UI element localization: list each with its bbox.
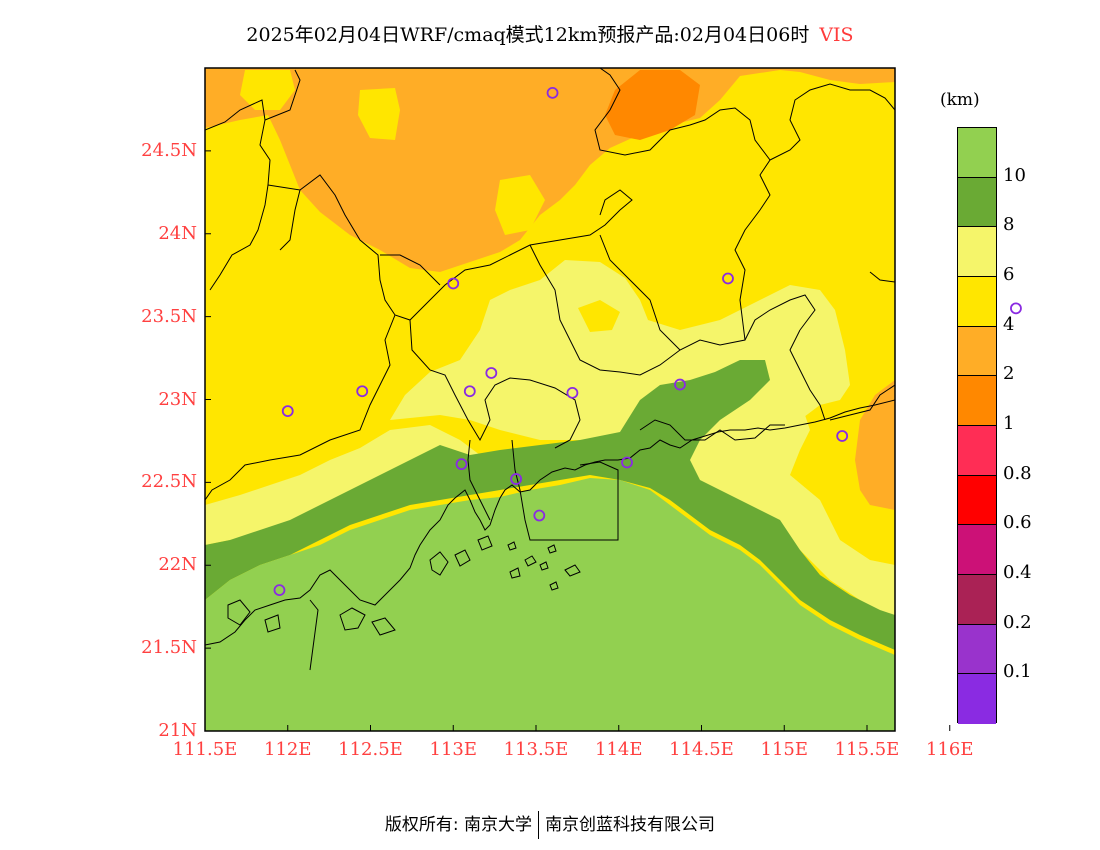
islands: [507, 541, 581, 591]
legend-swatch: [958, 277, 996, 327]
station-marker: [356, 385, 369, 398]
legend-swatch: [958, 376, 996, 426]
vis-4-6-island-d: [578, 300, 620, 332]
title-text: 2025年02月04日WRF/cmaq模式12km预报产品:02月04日06时: [246, 24, 810, 46]
station-marker: [621, 456, 633, 469]
station-markers: [273, 86, 1022, 597]
legend-label: 1: [1003, 413, 1015, 434]
station-marker: [455, 458, 468, 471]
vis-4-6-island-b: [240, 70, 295, 110]
station-marker: [273, 584, 286, 597]
legend-swatch: [958, 177, 996, 228]
legend-label: 0.6: [1003, 512, 1032, 534]
legend-label: 0.8: [1003, 462, 1032, 484]
station-marker: [533, 509, 546, 522]
vis-6-8-region-east: [670, 380, 895, 620]
chart-title: 2025年02月04日WRF/cmaq模式12km预报产品:02月04日06时 V…: [0, 20, 1100, 47]
lon-tick-label: 111.5E: [172, 739, 238, 760]
legend-swatch: [958, 128, 996, 178]
vis-10-plus-region: [205, 478, 895, 731]
lon-tick-label: 114E: [595, 739, 643, 760]
legend-swatch: [958, 227, 996, 277]
station-marker: [510, 473, 523, 485]
lat-tick-label: 24N: [158, 222, 197, 244]
station-marker: [546, 86, 559, 99]
legend-swatch: [958, 326, 996, 377]
contour-fill: [205, 68, 895, 731]
vis-1-2-region: [605, 70, 700, 140]
legend-label: 0.4: [1003, 562, 1032, 583]
footer-left: 版权所有: 南京大学: [384, 815, 533, 835]
footer-right: 南京创蓝科技有限公司: [545, 815, 716, 835]
lat-tick-label: 22N: [158, 554, 197, 576]
vis-6-8-region-west: [205, 425, 480, 545]
lat-tick-label: 22.5N: [141, 471, 197, 493]
lon-tick-label: 113E: [429, 739, 478, 760]
lon-tick-label: 115.5E: [834, 739, 900, 760]
legend-label: 2: [1003, 363, 1015, 385]
coastline: [205, 399, 895, 671]
axis-ticks: [204, 150, 951, 732]
legend-label: 0.2: [1003, 611, 1032, 633]
station-marker: [566, 386, 579, 399]
station-marker: [485, 367, 498, 379]
vis-4-6-island-c: [495, 175, 545, 235]
legend-swatch: [958, 575, 996, 625]
vis-2-4-region-east: [855, 380, 895, 510]
station-marker: [281, 405, 294, 418]
legend-unit: (km): [940, 90, 980, 110]
vis-4-6-island-a: [358, 88, 400, 140]
lon-tick-label: 112E: [264, 739, 312, 760]
boundary-lines: [205, 68, 895, 541]
lat-tick-label: 21N: [158, 720, 197, 741]
legend-label: 8: [1003, 214, 1015, 236]
lat-tick-label: 21.5N: [141, 637, 197, 659]
legend-label: 4: [1003, 313, 1015, 335]
variable-label: VIS: [819, 24, 854, 46]
station-marker: [447, 277, 460, 290]
lon-tick-label: 115E: [760, 739, 809, 760]
color-legend: [957, 127, 997, 724]
lon-tick-label: 112.5E: [338, 739, 403, 760]
legend-label: 6: [1003, 264, 1015, 285]
legend-label: 0.1: [1003, 661, 1032, 683]
legend-swatch: [958, 525, 996, 575]
footer-separator: [538, 811, 540, 839]
legend-label: 10: [1003, 164, 1026, 186]
legend-swatch: [958, 674, 996, 724]
station-marker: [463, 385, 476, 398]
station-marker: [674, 378, 686, 391]
copyright-footer: 版权所有: 南京大学 南京创蓝科技有限公司: [0, 810, 1100, 839]
station-marker: [1010, 302, 1022, 315]
lat-tick-label: 24.5N: [141, 139, 197, 161]
station-marker: [722, 272, 734, 285]
lon-tick-label: 116E: [926, 739, 974, 760]
station-marker: [836, 430, 849, 442]
vis-8-10-region: [205, 360, 895, 650]
lon-tick-label: 113.5E: [503, 739, 569, 760]
legend-swatch: [958, 426, 996, 476]
lat-tick-label: 23N: [158, 388, 197, 410]
lat-tick-label: 23.5N: [141, 305, 197, 327]
legend-swatch: [958, 475, 996, 526]
legend-swatch: [958, 624, 996, 675]
lon-tick-label: 114.5E: [669, 739, 734, 760]
